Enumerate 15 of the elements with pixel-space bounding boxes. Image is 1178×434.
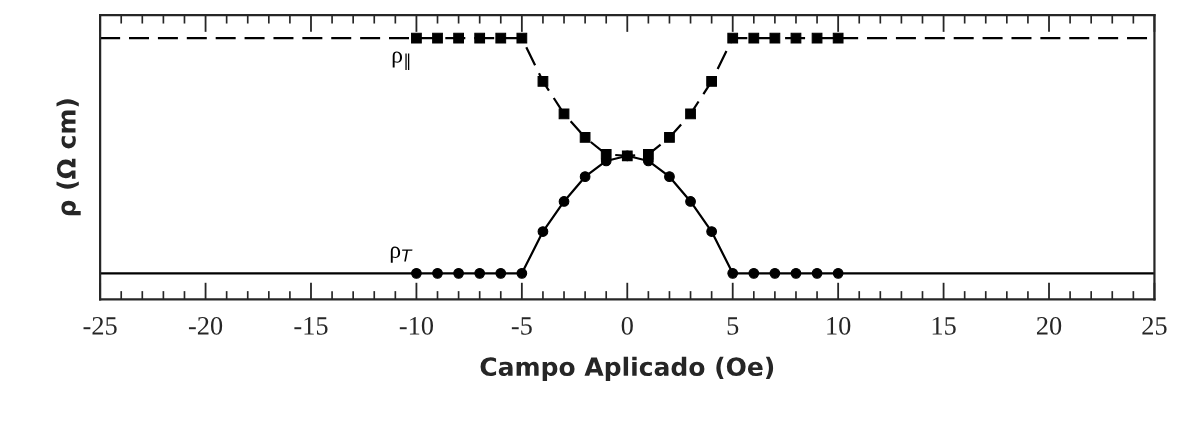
x-axis-title: Campo Aplicado (Oe) [480, 356, 774, 381]
x-tick-label: 15 [932, 317, 956, 335]
x-tick-label: 25 [1142, 316, 1167, 335]
series-label: ρ$_{T}$ [390, 246, 413, 263]
x-tick-label: -10 [399, 316, 434, 335]
x-tick-label: 5 [727, 317, 739, 335]
x-tick-label: 0 [621, 316, 633, 335]
x-tick-label: 20 [1036, 316, 1062, 335]
x-tick-label: 10 [827, 316, 851, 335]
series-label: ρ$_{∥}$ [392, 51, 410, 70]
x-tick-label: -15 [294, 317, 328, 335]
x-tick-label: -5 [511, 317, 532, 335]
x-tick-label: -20 [188, 316, 223, 335]
y-axis-title: ρ (Ω cm) [56, 99, 81, 216]
x-tick-label: -25 [83, 316, 117, 335]
